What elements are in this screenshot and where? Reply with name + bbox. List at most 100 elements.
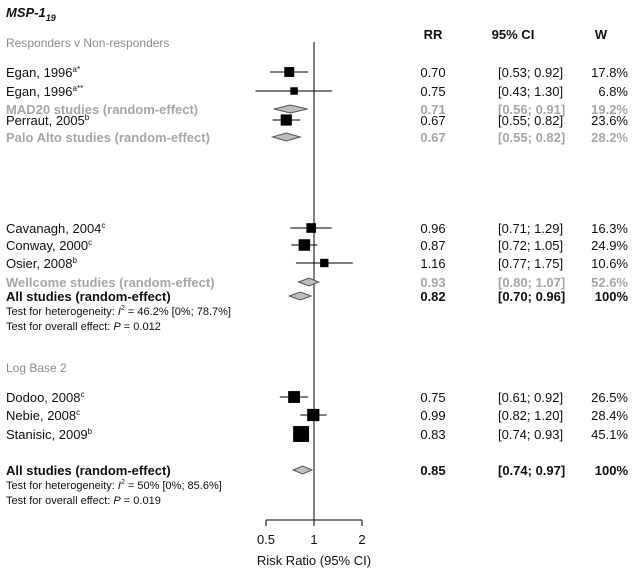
subgroup-summary-label: Palo Alto studies (random-effect) — [6, 130, 210, 145]
weight-value: 26.5% — [591, 390, 628, 405]
overall-effect-label: Test for overall effect: — [6, 321, 113, 333]
x-axis: 0.5 1 2 Risk Ratio (95% CI) — [257, 519, 371, 568]
overall-summary-label: All studies (random-effect) — [6, 289, 171, 304]
weight-value: 10.6% — [591, 256, 628, 271]
ci-value: [0.74; 0.93] — [498, 427, 563, 442]
ci-value: [0.61; 0.92] — [498, 390, 563, 405]
study-name-superscript: c — [88, 238, 92, 247]
study-name: Osier, 2008b — [6, 256, 78, 271]
chart-title: MSP-119 — [6, 5, 56, 23]
overall-summary-diamond — [291, 465, 314, 475]
weight-value: 28.4% — [591, 408, 628, 423]
rr-value: 0.75 — [420, 390, 445, 405]
rr-value: 0.75 — [420, 84, 445, 99]
heterogeneity-i-superscript: 2 — [121, 479, 125, 486]
overall-effect-value: = 0.012 — [121, 321, 161, 333]
effect-marker — [280, 114, 292, 126]
effect-marker — [320, 258, 329, 268]
study-name: Stanisic, 2009b — [6, 427, 93, 442]
subgroup-summary-diamond — [270, 132, 303, 142]
study-name-text: Perraut, 2005 — [6, 113, 85, 128]
study-name-text: Dodoo, 2008 — [6, 390, 80, 405]
overall-effect-value: = 0.019 — [121, 495, 161, 507]
study-name-text: Osier, 2008 — [6, 256, 73, 271]
ci-value: [0.71; 1.29] — [498, 221, 563, 236]
rr-value: 0.70 — [420, 65, 445, 80]
subgroup-summary-weight: 19.2% — [591, 102, 628, 117]
x-axis-tick-label: 0.5 — [257, 532, 275, 547]
heterogeneity-i: I — [118, 306, 121, 318]
rr-value: 0.83 — [420, 427, 445, 442]
overall-effect-label: Test for overall effect: — [6, 495, 113, 507]
overall-summary-ci: [0.74; 0.97] — [498, 463, 565, 478]
study-name-text: Egan, 1996 — [6, 65, 73, 80]
ci-value: [0.43; 1.30] — [498, 84, 563, 99]
study-name: Nebie, 2008c — [6, 408, 80, 423]
overall-summary-ci: [0.70; 0.96] — [498, 289, 565, 304]
effect-marker — [293, 426, 310, 442]
weight-value: 23.6% — [591, 113, 628, 128]
study-name: Perraut, 2005b — [6, 113, 90, 128]
study-name-superscript: a** — [73, 84, 84, 93]
heterogeneity-value: = 46.2% [0%; 78.7%] — [125, 306, 231, 318]
study-name-superscript: c — [101, 221, 105, 230]
overall-summary-rr: 0.82 — [420, 289, 445, 304]
rr-value: 0.67 — [420, 113, 445, 128]
overall-summary-label: All studies (random-effect) — [6, 463, 171, 478]
rr-value: 0.87 — [420, 238, 445, 253]
study-name: Conway, 2000c — [6, 238, 92, 253]
rr-value: 1.16 — [420, 256, 445, 271]
effect-marker — [288, 391, 300, 403]
subgroup-summary-weight: 52.6% — [591, 275, 628, 290]
subgroup-summary-diamond — [273, 104, 308, 114]
effect-marker — [306, 223, 316, 233]
overall-summary-weight: 100% — [595, 289, 629, 304]
subgroup-summary-ci: [0.55; 0.82] — [498, 130, 565, 145]
x-axis-tick-label: 1 — [310, 532, 317, 547]
panel-header: Responders v Non-responders — [6, 36, 169, 50]
effect-marker — [307, 408, 320, 422]
heterogeneity-i: I — [118, 480, 121, 492]
weight-value: 6.8% — [598, 84, 628, 99]
rr-value: 0.96 — [420, 221, 445, 236]
subgroup-summary-label: MAD20 studies (random-effect) — [6, 102, 198, 117]
study-name: Egan, 1996a** — [6, 84, 83, 99]
x-axis-tick-label: 2 — [358, 532, 365, 547]
study-name: Dodoo, 2008c — [6, 390, 84, 405]
weight-value: 24.9% — [591, 238, 628, 253]
heterogeneity-label: Test for heterogeneity: — [6, 480, 118, 492]
panel-header: Log Base 2 — [6, 361, 67, 375]
weight-value: 45.1% — [591, 427, 628, 442]
subgroup-summary-weight: 28.2% — [591, 130, 628, 145]
heterogeneity-value: = 50% [0%; 85.6%] — [125, 480, 222, 492]
ci-value: [0.55; 0.82] — [498, 113, 563, 128]
study-name-text: Conway, 2000 — [6, 238, 88, 253]
subgroup-summary-label: Wellcome studies (random-effect) — [6, 275, 215, 290]
rr-value: 0.99 — [420, 408, 445, 423]
x-axis-label: Risk Ratio (95% CI) — [257, 553, 371, 568]
subgroup-summary-ci: [0.56; 0.91] — [498, 102, 565, 117]
study-name-superscript: b — [88, 427, 93, 436]
subgroup-summary-rr: 0.67 — [420, 130, 445, 145]
study-name: Cavanagh, 2004c — [6, 221, 105, 236]
study-name-superscript: c — [80, 390, 84, 399]
heterogeneity-test: Test for heterogeneity: I2 = 46.2% [0%; … — [6, 305, 231, 318]
overall-summary-rr: 0.85 — [420, 463, 445, 478]
study-name-superscript: b — [85, 113, 90, 122]
study-name-text: Cavanagh, 2004 — [6, 221, 101, 236]
overall-effect-p: P — [113, 321, 121, 333]
study-name-text: Stanisic, 2009 — [6, 427, 88, 442]
overall-effect-test: Test for overall effect: P = 0.019 — [6, 495, 161, 507]
ci-value: [0.72; 1.05] — [498, 238, 563, 253]
overall-summary-weight: 100% — [595, 463, 629, 478]
column-header-rr: RR — [424, 27, 443, 42]
weight-value: 16.3% — [591, 221, 628, 236]
study-name-superscript: c — [76, 408, 80, 417]
ci-value: [0.77; 1.75] — [498, 256, 563, 271]
ci-value: [0.53; 0.92] — [498, 65, 563, 80]
subgroup-summary-rr: 0.93 — [420, 275, 445, 290]
column-header-weight: W — [595, 27, 608, 42]
subgroup-summary-ci: [0.80; 1.07] — [498, 275, 565, 290]
column-header-ci: 95% CI — [492, 27, 535, 42]
